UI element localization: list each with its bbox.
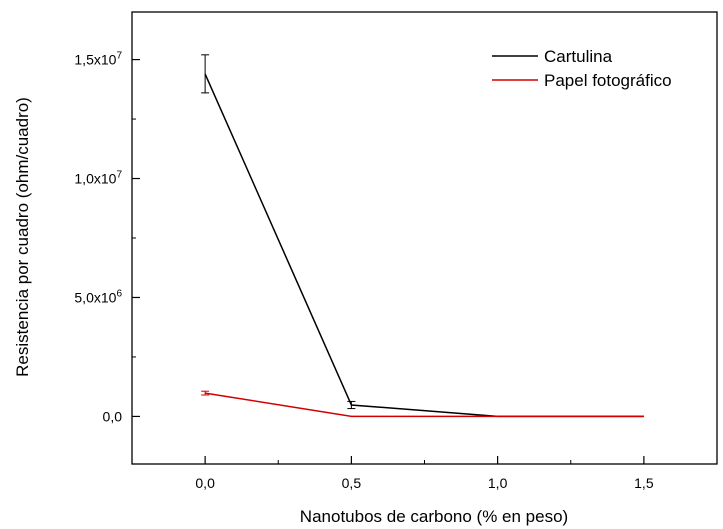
series-layer <box>201 54 644 418</box>
x-tick-label: 0,5 <box>342 475 362 491</box>
series-line <box>204 73 644 418</box>
y-tick-label: 5,0x106 <box>74 288 122 305</box>
error-bar <box>201 390 210 396</box>
legend-label: Papel fotográfico <box>544 71 672 90</box>
y-axis-ticks: 0,0 5,0x106 1,0x107 1,5x107 <box>74 51 140 424</box>
series-line <box>204 392 644 418</box>
x-tick-label: 0,0 <box>195 475 215 491</box>
y-tick-label: 0,0 <box>103 408 123 424</box>
y-tick-label: 1,5x107 <box>74 51 122 68</box>
x-axis-ticks: 0,0 0,5 1,0 1,5 <box>131 456 718 491</box>
error-bar <box>201 54 210 94</box>
x-axis-label: Nanotubos de carbono (% en peso) <box>300 507 568 526</box>
x-tick-label: 1,5 <box>634 475 654 491</box>
y-axis-label: Resistencia por cuadro (ohm/cuadro) <box>13 97 32 377</box>
error-bar <box>347 400 356 410</box>
y-tick-label: 1,0x107 <box>74 170 122 187</box>
x-tick-label: 1,0 <box>488 475 508 491</box>
legend: Cartulina Papel fotográfico <box>492 47 672 90</box>
legend-label: Cartulina <box>544 47 613 66</box>
